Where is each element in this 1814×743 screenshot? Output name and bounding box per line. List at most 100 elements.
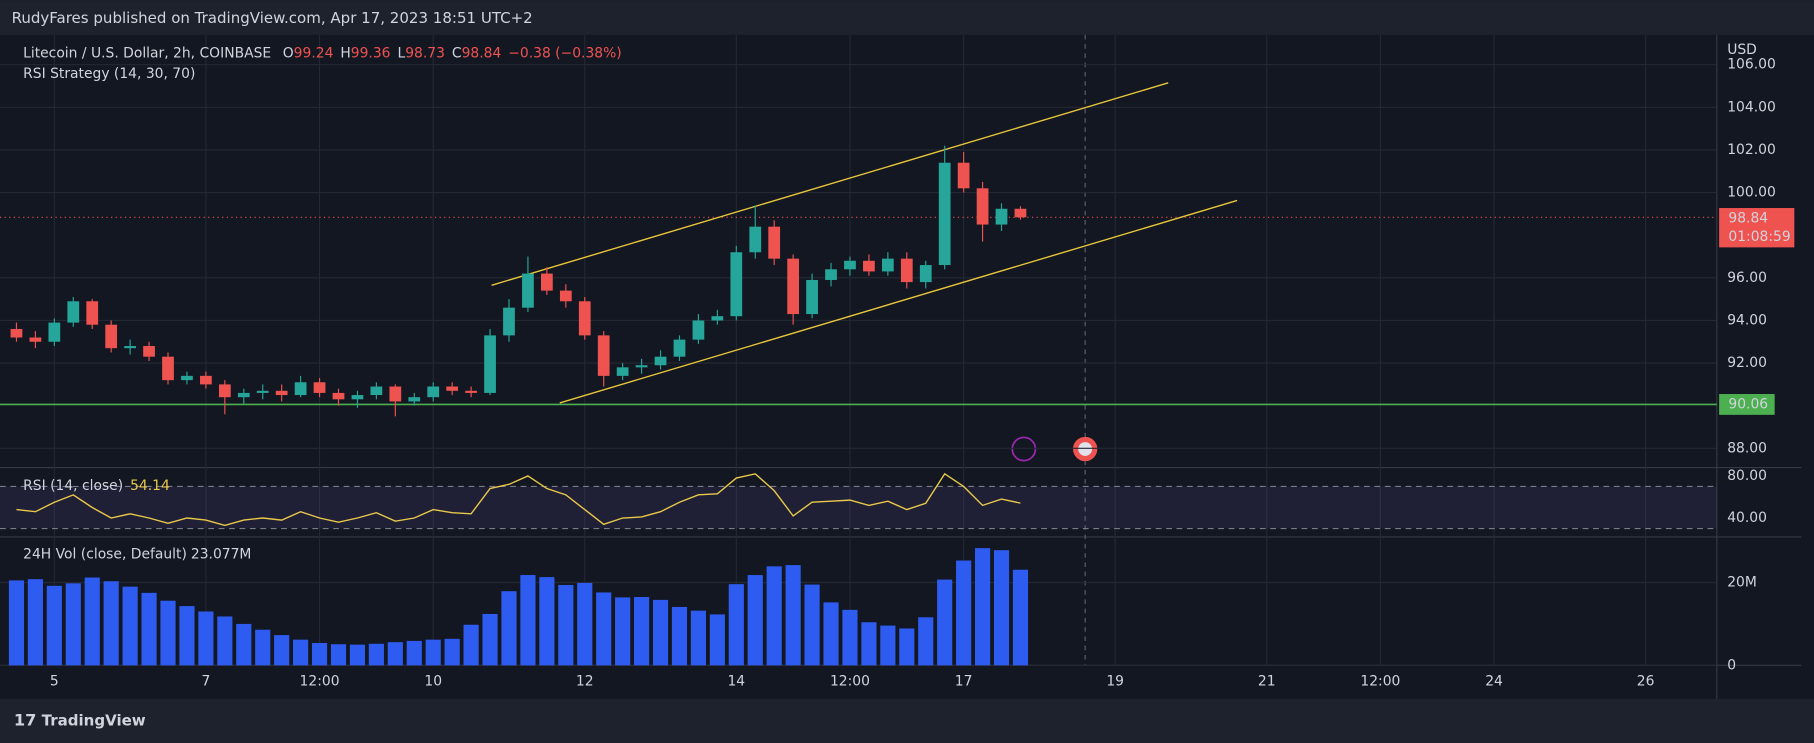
volume-bar (520, 575, 536, 666)
candle-body (256, 390, 269, 393)
trendline (491, 82, 1169, 286)
volume-bar (899, 628, 915, 666)
volume-bar (236, 623, 252, 666)
volume-bar (8, 580, 25, 666)
rsi-line (16, 472, 1021, 527)
y-tick-label: 94.00 (1727, 312, 1767, 328)
volume-bar (652, 599, 669, 666)
legend-item: 99.24 (294, 45, 334, 61)
volume-bar (596, 592, 612, 666)
volume-bar (330, 644, 347, 666)
volume-bar (615, 597, 631, 666)
candle-body (825, 269, 837, 280)
volume-bar (690, 610, 706, 666)
y-tick-label: 80.00 (1727, 468, 1767, 484)
volume-bar (671, 606, 688, 666)
candle-body (541, 273, 553, 291)
x-tick-label: 10 (424, 674, 442, 690)
candle-body (237, 392, 250, 398)
volume-bar (747, 575, 763, 666)
legend-item: L (397, 45, 405, 61)
volume-bar (482, 613, 498, 666)
candle-body (408, 397, 421, 402)
grid (0, 34, 1717, 666)
candle-body (427, 386, 440, 398)
labels: 5 7 12:00 10 12 14 12:00 17 19 21 12:00 24 26 88.00 92… (23, 42, 1795, 690)
marks (0, 82, 1717, 666)
y-tick-label: 88.00 (1727, 440, 1767, 456)
candle-body (332, 392, 345, 400)
candle-body (919, 265, 932, 283)
legend-item: −0.38 (−0.38%) (508, 45, 621, 61)
y-tick-label: 40.00 (1727, 510, 1767, 526)
y-tick-label: 96.00 (1727, 270, 1767, 286)
volume-bar (406, 640, 422, 666)
volume-bar (46, 585, 62, 666)
candle-body (976, 188, 989, 225)
volume-bar (993, 550, 1010, 666)
logo: 17 (14, 710, 37, 729)
header-text: RudyFares published on TradingView.com, … (12, 9, 533, 27)
candle-body (578, 301, 591, 336)
x-tick-label: 12 (576, 674, 594, 690)
x-tick-label: 12:00 (830, 674, 870, 690)
volume-bar (293, 639, 309, 666)
footer-text: TradingView (42, 711, 146, 729)
volume-bar (974, 548, 991, 666)
candle-body (351, 395, 364, 400)
legend-item: Litecoin / U.S. Dollar, 2h, COINBASE (23, 45, 271, 61)
x-tick-label: 7 (201, 674, 210, 690)
volume-legend-title: 24H Vol (close, Default) (23, 546, 187, 562)
candle-body (844, 260, 856, 270)
candle-body (370, 386, 383, 396)
candle-body (218, 384, 231, 398)
x-tick-label: 17 (955, 674, 973, 690)
candle-body (162, 356, 174, 381)
axis-unit: USD (1727, 42, 1757, 58)
volume-bar (179, 606, 195, 666)
candle-body (522, 273, 534, 308)
candle-body (1014, 208, 1027, 218)
volume-bar (956, 560, 972, 666)
volume-bar (425, 639, 441, 666)
rsi-band (0, 486, 1717, 529)
candle-body (730, 252, 743, 317)
volume-bar (387, 642, 403, 666)
volume-bar (804, 584, 820, 666)
volume-bar (728, 584, 744, 666)
candle-body (10, 328, 23, 338)
y-tick-label: 100.00 (1727, 185, 1776, 201)
candle-body (881, 258, 894, 272)
x-tick-label: 12:00 (300, 674, 340, 690)
x-tick-label: 26 (1637, 674, 1655, 690)
legend-item: 98.73 (405, 45, 445, 61)
y-tick-label: 20M (1727, 575, 1757, 591)
candle-body (597, 335, 610, 376)
volume-bar (122, 586, 138, 666)
legend-item: C (452, 45, 462, 61)
event-icon-inner (1078, 442, 1093, 456)
candle-body (616, 367, 629, 376)
candle-body (48, 322, 61, 342)
volume-bar (27, 579, 43, 666)
volume-bar (785, 565, 801, 666)
x-tick-label: 12:00 (1360, 674, 1400, 690)
volume-bar (937, 579, 953, 666)
volume-bar (274, 635, 290, 666)
legend-item: 99.36 (351, 45, 391, 61)
volume-bar (880, 625, 896, 666)
candle-body (787, 258, 800, 315)
candle-body (200, 375, 212, 385)
volume-bar (349, 644, 366, 666)
trendline (559, 199, 1238, 404)
volume-bar (558, 584, 574, 666)
price-tag (1719, 208, 1795, 248)
y-tick-label: 104.00 (1727, 99, 1776, 115)
legend-subtitle: RSI Strategy (14, 30, 70) (23, 66, 195, 82)
x-tick-label: 24 (1485, 674, 1503, 690)
legend-item: H (340, 45, 350, 61)
candle-body (995, 208, 1008, 225)
event-icon[interactable] (1011, 436, 1037, 462)
